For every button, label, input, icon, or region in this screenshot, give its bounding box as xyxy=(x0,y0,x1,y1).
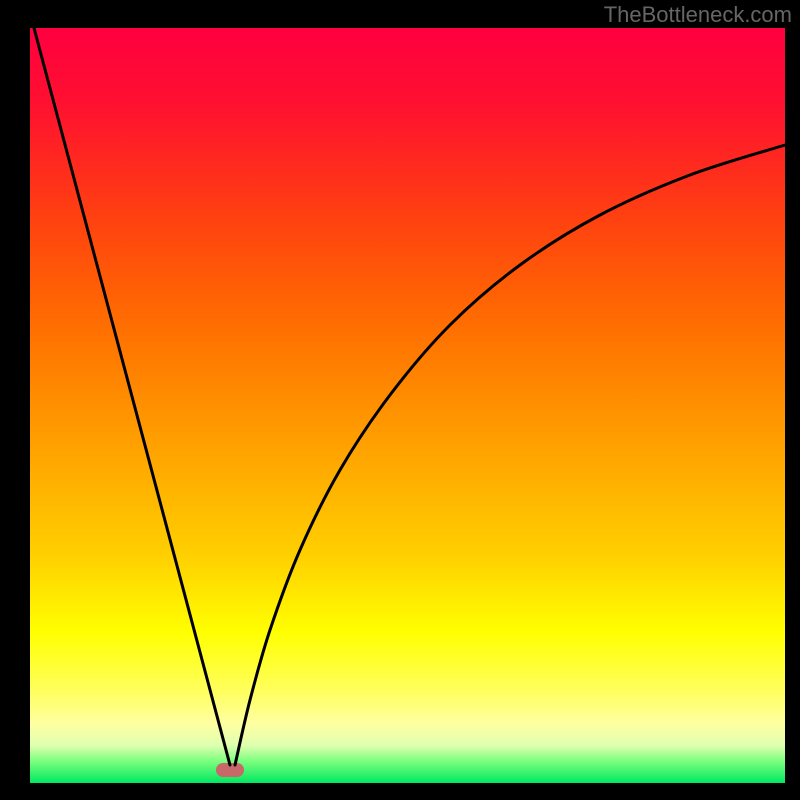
plot-background xyxy=(30,28,785,783)
chart-container: TheBottleneck.com xyxy=(0,0,800,800)
bottleneck-chart xyxy=(0,0,800,800)
watermark-text: TheBottleneck.com xyxy=(604,2,792,28)
